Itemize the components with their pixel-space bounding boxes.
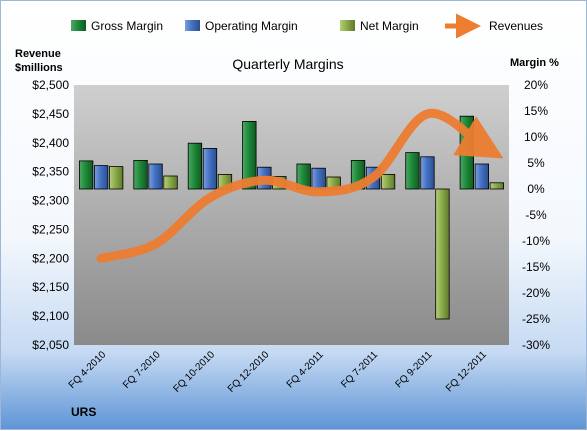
left-tick-label: $2,150: [32, 280, 69, 294]
left-axis-title-line1: Revenue: [15, 48, 61, 60]
bar-gross-margin-fq-12-2010: [242, 121, 257, 190]
bar-operating-margin-fq-9-2011: [420, 156, 435, 190]
right-tick-label: 20%: [524, 78, 548, 92]
left-tick-label: $2,300: [32, 194, 69, 208]
legend-label-revenues: Revenues: [489, 19, 543, 33]
x-tick-label: FQ 4-2011: [285, 349, 326, 390]
left-tick-label: $2,400: [32, 136, 69, 150]
right-tick-label: -20%: [522, 286, 550, 300]
left-tick-label: $2,200: [32, 251, 69, 265]
legend-swatch-gross-margin: [71, 20, 86, 31]
chart-title: Quarterly Margins: [232, 56, 343, 72]
x-tick-label: FQ 9-2011: [393, 349, 434, 390]
left-tick-label: $2,350: [32, 165, 69, 179]
footer-label: URS: [71, 405, 96, 419]
legend-label-operating-margin: Operating Margin: [205, 19, 298, 33]
right-axis-title: Margin %: [510, 57, 559, 69]
right-tick-label: -10%: [522, 234, 550, 248]
x-tick-label: FQ 12-2011: [444, 349, 489, 394]
legend-label-gross-margin: Gross Margin: [91, 19, 163, 33]
right-tick-label: 5%: [527, 156, 545, 170]
right-tick-label: -5%: [525, 208, 547, 222]
right-tick-label: 0%: [527, 182, 545, 196]
revenue-line-layer: [96, 108, 504, 263]
legend-swatch-operating-margin: [185, 20, 200, 31]
left-tick-label: $2,050: [32, 338, 69, 352]
bar-operating-margin-fq-10-2010: [202, 147, 218, 190]
legend-swatch-net-margin: [340, 20, 355, 31]
x-tick-label: FQ 7-2010: [121, 349, 163, 391]
bar-gross-margin-fq-10-2010: [187, 142, 203, 190]
bar-net-margin-fq-7-2011: [380, 173, 396, 190]
bar-net-margin-fq-4-2010: [109, 166, 124, 190]
right-tick-label: -25%: [522, 312, 550, 326]
x-tick-label: FQ 7-2011: [339, 349, 380, 390]
legend: Gross Margin Operating Margin Net Margin…: [71, 13, 543, 39]
bar-net-margin-fq-12-2011: [489, 182, 505, 190]
left-tick-label: $2,450: [32, 107, 69, 121]
right-tick-label: -15%: [522, 260, 550, 274]
bar-net-margin-fq-9-2011: [435, 188, 450, 320]
left-tick-label: $2,250: [32, 222, 69, 236]
x-tick-label: FQ 4-2010: [67, 349, 109, 391]
bar-gross-margin-fq-4-2010: [79, 160, 94, 190]
bars-layer: [79, 115, 505, 320]
x-tick-label: FQ 10-2010: [172, 349, 218, 395]
left-tick-label: $2,500: [32, 78, 69, 92]
left-tick-label: $2,100: [32, 309, 69, 323]
bar-gross-margin-fq-7-2010: [133, 159, 148, 190]
right-tick-label: 10%: [524, 130, 548, 144]
x-tick-label: FQ 12-2010: [226, 349, 272, 395]
legend-label-net-margin: Net Margin: [360, 19, 419, 33]
bar-operating-margin-fq-7-2010: [148, 163, 163, 190]
bar-gross-margin-fq-9-2011: [405, 152, 420, 190]
revenue-line: [96, 108, 504, 263]
left-axis-title-line2: $millions: [15, 62, 63, 74]
bar-operating-margin-fq-4-2010: [94, 165, 109, 190]
bar-net-margin-fq-7-2010: [163, 175, 178, 190]
bar-operating-margin-fq-4-2011: [311, 167, 326, 190]
bar-operating-margin-fq-12-2011: [474, 163, 490, 190]
right-tick-label: 15%: [524, 104, 548, 118]
right-tick-label: -30%: [522, 338, 550, 352]
